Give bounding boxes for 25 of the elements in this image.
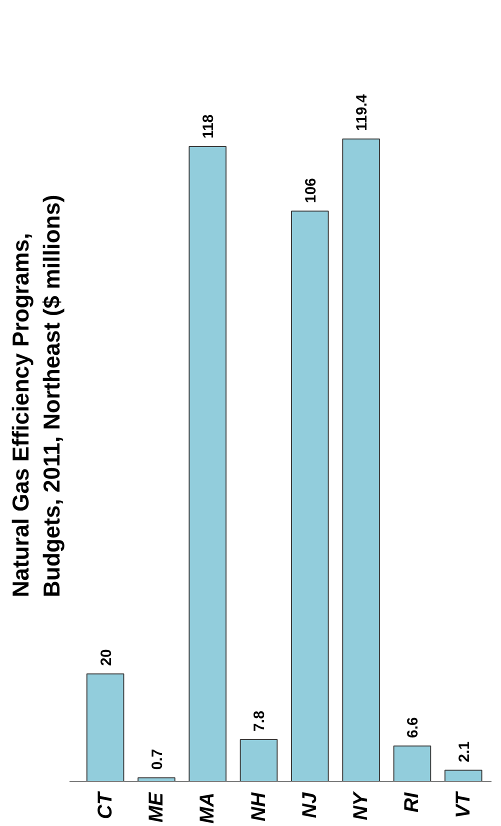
bar [188,146,227,782]
bar [393,745,432,782]
x-tick-label: RI [401,792,424,812]
x-tick-label: NH [248,792,270,822]
text: Natural Gas Efficiency Programs, Budgets, 2011, Northeast ($ millions) [7,194,64,598]
bar [86,673,124,782]
bar [342,138,380,782]
x-tick-label: ME [145,792,168,822]
x-tick-label: NY [350,790,372,820]
bar [240,739,278,782]
bar [444,770,482,782]
data-label: 0.7 [148,748,166,770]
bar [291,210,329,782]
data-label: 2.1 [456,741,473,762]
data-label: 7.8 [251,710,268,732]
x-tick-label: NJ [298,792,321,818]
data-label: 6.6 [404,717,422,738]
data-label: 119.4 [354,94,371,131]
bar [138,777,176,782]
data-label: 118 [200,114,218,139]
data-label: 20 [98,649,115,666]
x-tick-label: VT [452,790,474,818]
x-tick-label: CT [94,790,116,820]
data-label: 106 [302,178,320,204]
x-tick-label: MA [196,792,219,824]
